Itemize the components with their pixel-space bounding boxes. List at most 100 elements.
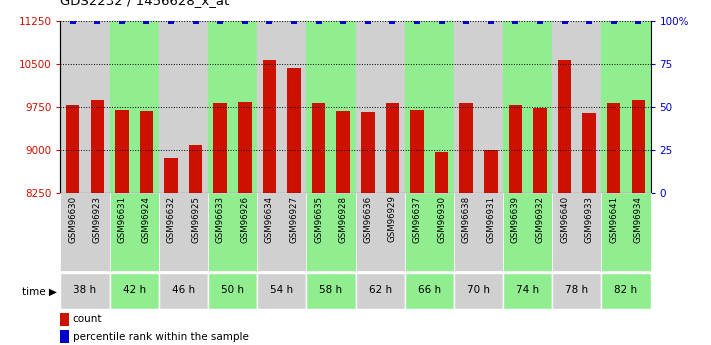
Text: 78 h: 78 h (565, 285, 589, 295)
Bar (257, 193, 306, 271)
Point (313, 18, 324, 23)
Bar (405, 21, 454, 193)
Text: percentile rank within the sample: percentile rank within the sample (73, 332, 249, 342)
Text: time ▶: time ▶ (22, 287, 57, 296)
Text: GSM96641: GSM96641 (609, 196, 618, 243)
Point (584, 18, 595, 23)
Text: 62 h: 62 h (368, 285, 392, 295)
Point (534, 18, 545, 23)
Text: GSM96636: GSM96636 (363, 196, 373, 243)
Text: 54 h: 54 h (270, 285, 294, 295)
Text: GSM96630: GSM96630 (68, 196, 77, 243)
Bar (159, 21, 208, 193)
Text: GDS2232 / 1456628_x_at: GDS2232 / 1456628_x_at (60, 0, 230, 7)
Bar (361, 111, 375, 345)
Bar (582, 113, 596, 345)
Text: GSM96635: GSM96635 (314, 196, 323, 243)
Point (485, 18, 496, 23)
Text: GSM96637: GSM96637 (412, 196, 422, 243)
Bar (306, 273, 356, 308)
Text: GSM96931: GSM96931 (486, 196, 496, 243)
Text: GSM96634: GSM96634 (265, 196, 274, 243)
Bar (607, 103, 621, 345)
Bar (552, 273, 602, 308)
Bar (454, 193, 503, 271)
Bar (602, 273, 651, 308)
Bar (140, 111, 154, 345)
Point (264, 18, 275, 23)
Text: GSM96640: GSM96640 (560, 196, 569, 243)
Text: GSM96934: GSM96934 (634, 196, 643, 243)
Bar (602, 21, 651, 193)
Bar (484, 149, 498, 345)
Bar (405, 193, 454, 271)
Bar (557, 60, 571, 345)
Bar (410, 110, 424, 345)
Point (338, 18, 349, 23)
Bar (109, 193, 159, 271)
Bar (312, 103, 326, 345)
Bar (508, 105, 522, 345)
Bar (454, 21, 503, 193)
Bar (454, 273, 503, 308)
Text: 46 h: 46 h (172, 285, 195, 295)
Bar (115, 110, 129, 345)
Point (190, 18, 201, 23)
Text: GSM96926: GSM96926 (240, 196, 250, 243)
Text: GSM96930: GSM96930 (437, 196, 446, 243)
Point (559, 18, 570, 23)
Bar (238, 102, 252, 345)
Bar (208, 193, 257, 271)
Text: 58 h: 58 h (319, 285, 343, 295)
Bar (459, 103, 473, 345)
Point (411, 18, 422, 23)
Bar (159, 193, 208, 271)
Text: 70 h: 70 h (467, 285, 490, 295)
Bar (356, 21, 405, 193)
Point (510, 18, 521, 23)
Bar (257, 21, 306, 193)
Bar (60, 273, 109, 308)
Bar (66, 105, 80, 345)
Bar (385, 103, 399, 345)
Bar (631, 100, 645, 345)
Text: GSM96932: GSM96932 (535, 196, 545, 243)
Text: GSM96925: GSM96925 (191, 196, 201, 243)
Bar (356, 193, 405, 271)
Bar (159, 273, 208, 308)
Text: 74 h: 74 h (516, 285, 539, 295)
Text: count: count (73, 315, 102, 324)
Bar (262, 60, 276, 345)
Bar (405, 273, 454, 308)
Point (239, 18, 250, 23)
Text: GSM96632: GSM96632 (166, 196, 176, 243)
Bar (336, 111, 350, 345)
Text: GSM96923: GSM96923 (93, 196, 102, 243)
Bar (208, 21, 257, 193)
Bar (306, 21, 356, 193)
Bar (503, 273, 552, 308)
Bar (213, 103, 227, 345)
Text: GSM96929: GSM96929 (388, 196, 397, 243)
Bar (602, 193, 651, 271)
Bar (109, 273, 159, 308)
Text: 66 h: 66 h (417, 285, 441, 295)
Point (289, 18, 300, 23)
Bar (164, 158, 178, 345)
Bar (552, 193, 602, 271)
Point (362, 18, 373, 23)
Bar (109, 21, 159, 193)
Text: GSM96924: GSM96924 (142, 196, 151, 243)
Text: GSM96631: GSM96631 (117, 196, 127, 243)
Bar (503, 193, 552, 271)
Bar (257, 273, 306, 308)
Bar (552, 21, 602, 193)
Bar (60, 330, 69, 343)
Bar (356, 273, 405, 308)
Bar (189, 145, 203, 345)
Point (141, 18, 152, 23)
Bar (60, 313, 69, 326)
Bar (60, 21, 109, 193)
Point (215, 18, 226, 23)
Point (436, 18, 447, 23)
